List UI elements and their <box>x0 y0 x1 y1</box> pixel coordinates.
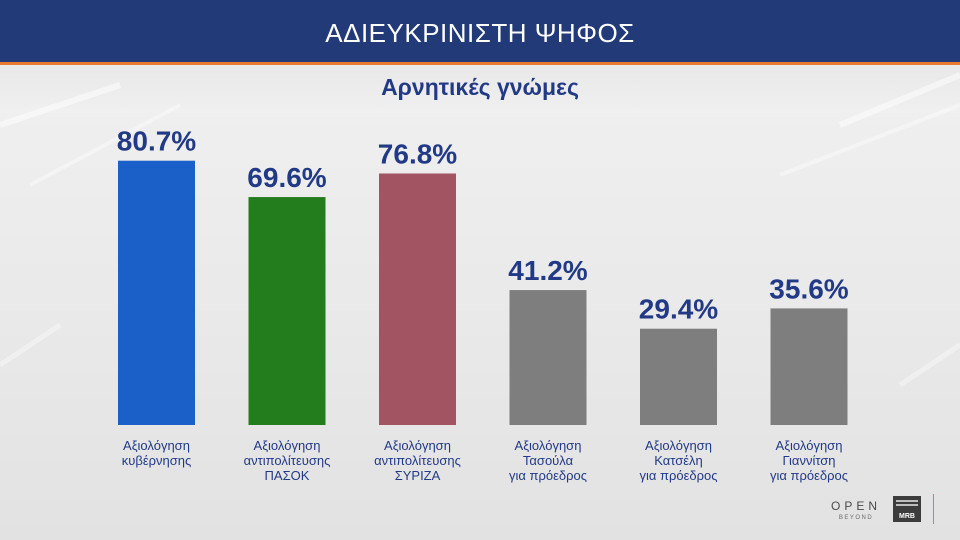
bar-3 <box>379 173 456 425</box>
bar-4 <box>509 290 587 425</box>
category-label-2: Αξιολόγηση αντιπολίτευσης ΠΑΣΟΚ <box>244 438 331 483</box>
mrb-logo-stripe <box>896 500 918 502</box>
open-logo: OPEN <box>830 499 881 513</box>
bar-value-label-4: 41.2% <box>508 255 587 286</box>
bar-value-label-5: 29.4% <box>639 294 718 325</box>
bar-6 <box>770 308 848 425</box>
bar-value-label-1: 80.7% <box>117 126 196 157</box>
mrb-logo-text: MRB <box>899 513 915 520</box>
category-label-6: Αξιολόγηση Γιαννίτση για πρόεδρος <box>770 438 848 483</box>
bar-1 <box>118 160 195 425</box>
mrb-logo-stripe <box>896 504 918 506</box>
header-title: ΑΔΙΕΥΚΡΙΝΙΣΤΗ ΨΗΦΟΣ <box>325 17 635 48</box>
category-label-3: Αξιολόγηση αντιπολίτευσης ΣΥΡΙΖΑ <box>374 438 461 483</box>
category-label-4: Αξιολόγηση Τασούλα για πρόεδρος <box>509 438 587 483</box>
bar-value-label-3: 76.8% <box>378 138 457 169</box>
mrb-logo: MRB <box>893 496 921 522</box>
header-accent-line <box>0 62 960 65</box>
header-bar: ΑΔΙΕΥΚΡΙΝΙΣΤΗ ΨΗΦΟΣ <box>0 0 960 62</box>
bar-value-label-6: 35.6% <box>769 273 848 304</box>
category-label-5: Αξιολόγηση Κατσέλη για πρόεδρος <box>639 438 717 483</box>
bar-value-label-2: 69.6% <box>247 162 326 193</box>
logo-divider <box>933 494 934 524</box>
chart-title: Αρνητικές γνώμες <box>381 74 579 100</box>
bar-2 <box>248 197 326 425</box>
bar-5 <box>640 328 717 425</box>
open-logo-subtitle: BEYOND <box>838 515 874 521</box>
category-label-1: Αξιολόγηση κυβέρνησης <box>122 438 192 468</box>
subtitle-band <box>0 65 960 113</box>
